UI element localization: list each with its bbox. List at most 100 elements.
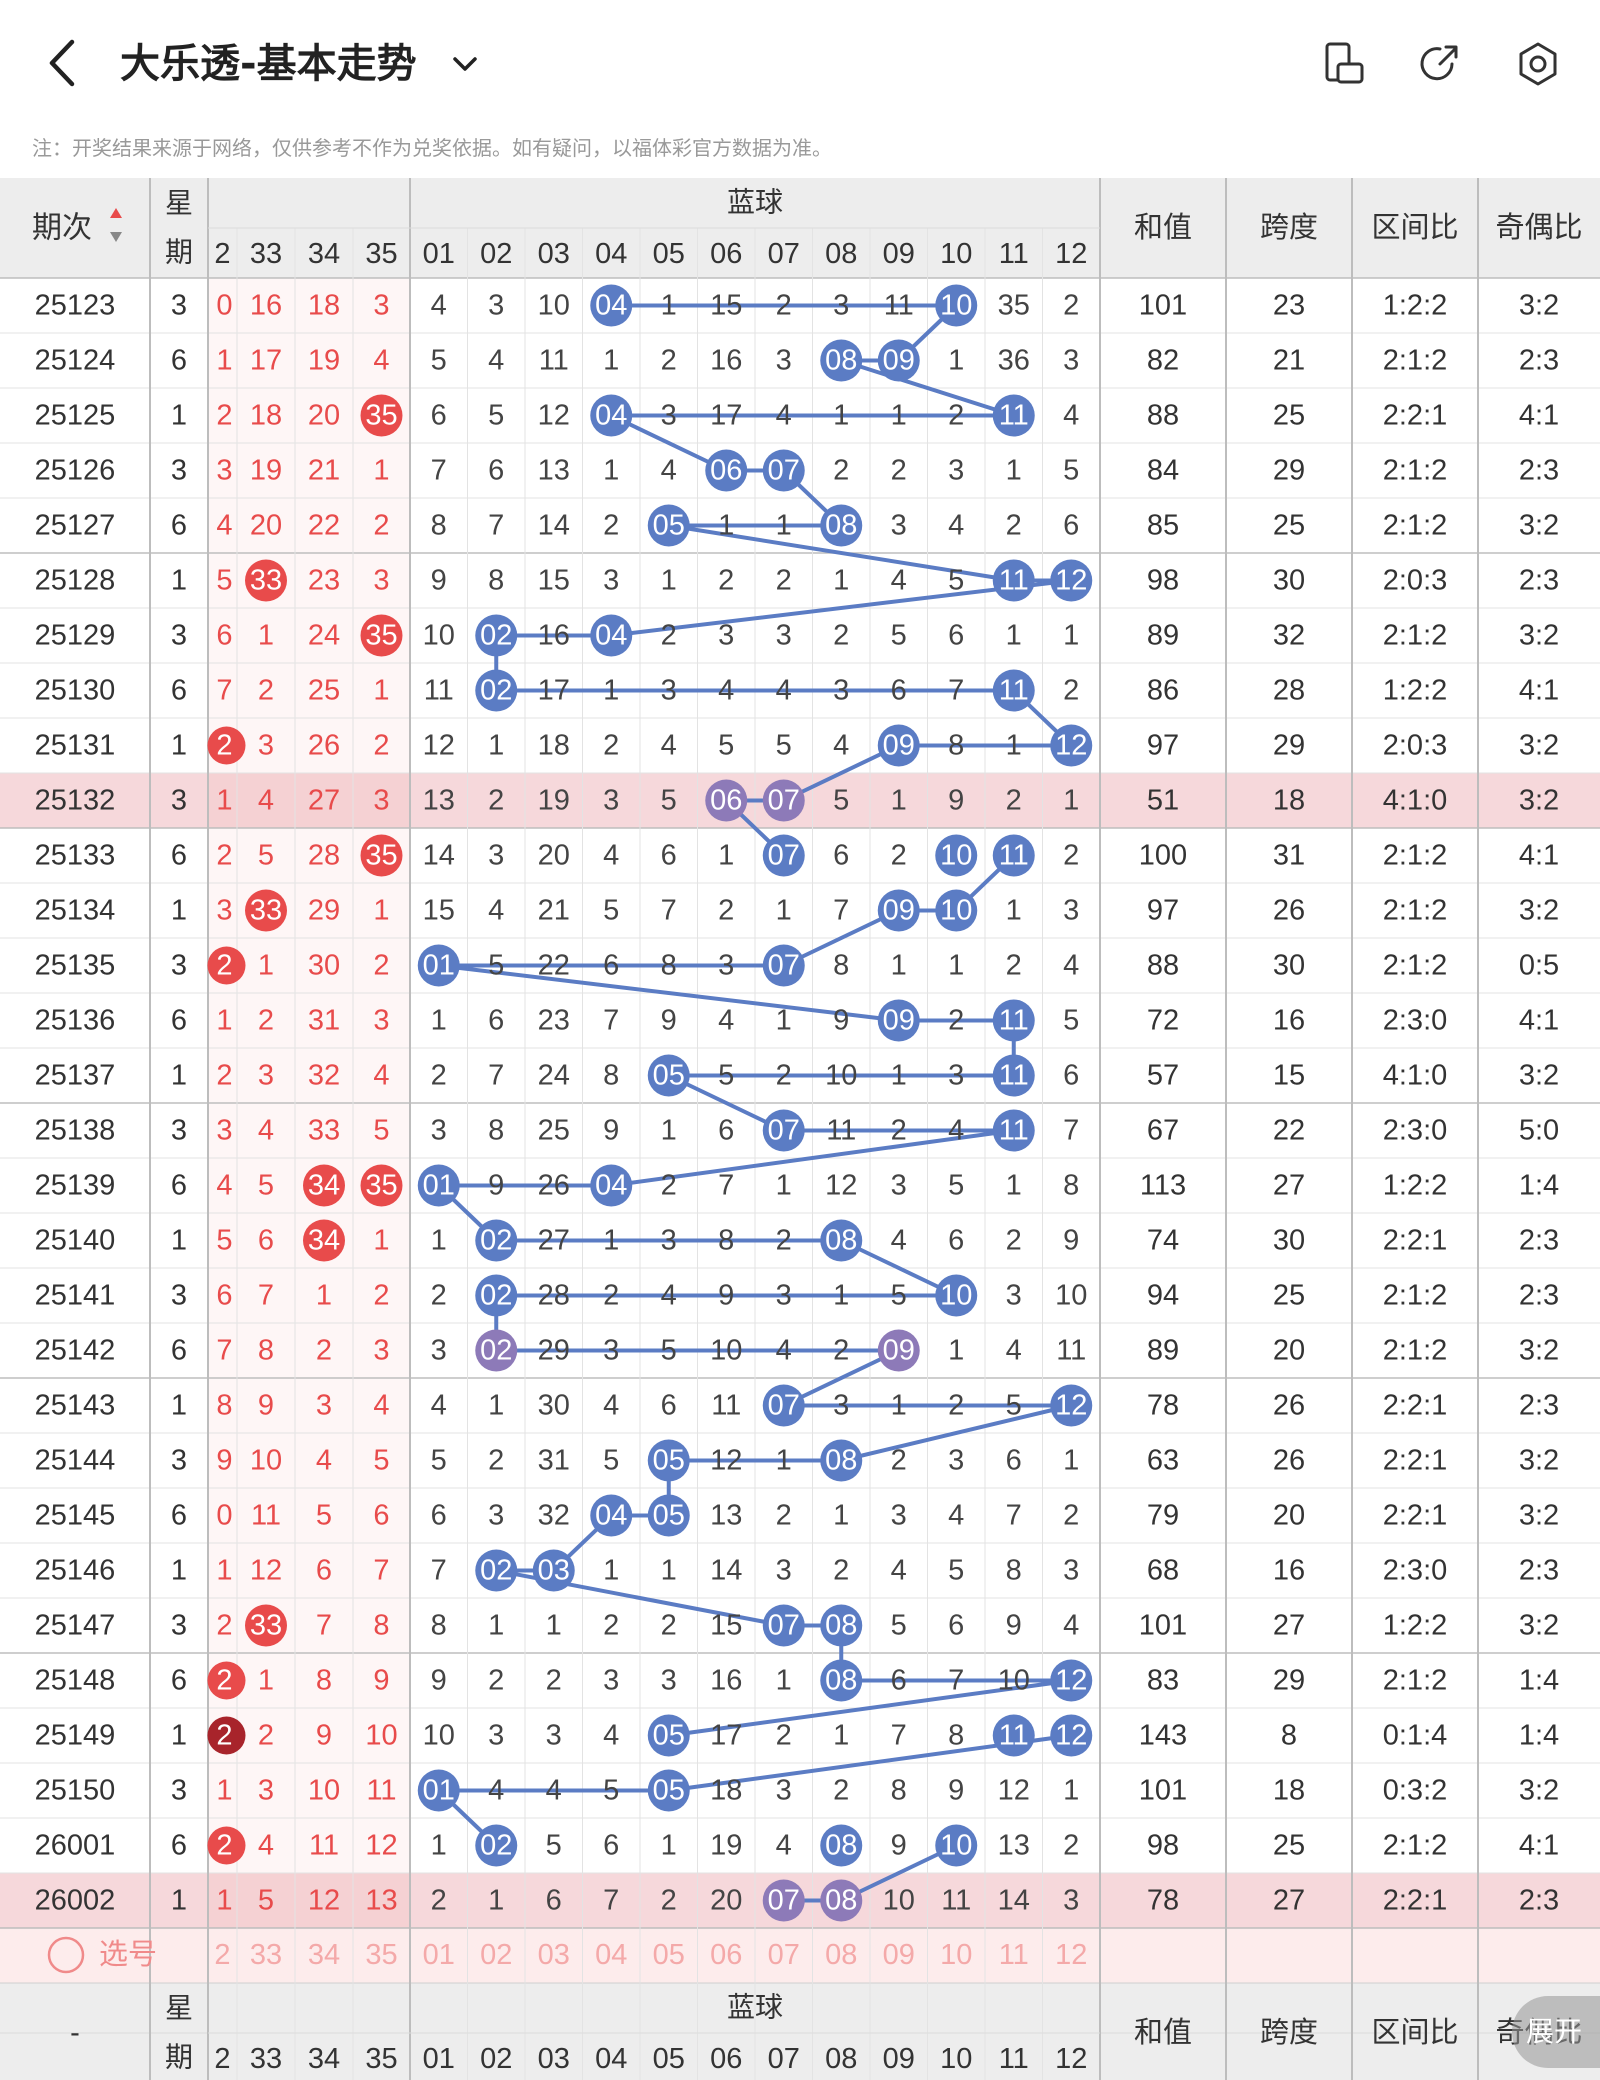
sum-cell: 86 [1147, 675, 1179, 707]
table-row: 25139 6 [35, 1170, 187, 1202]
blue-miss-cell: 1 [661, 1555, 677, 1587]
blue-miss-cell: 9 [661, 1005, 677, 1037]
sum-cell: 85 [1147, 510, 1179, 542]
zone-ratio-cell: 2:2:1 [1383, 1500, 1448, 1532]
select-blue-number[interactable]: 06 [710, 1939, 742, 1971]
chevron-down-icon[interactable] [448, 42, 482, 86]
select-blue-number[interactable]: 01 [423, 1939, 455, 1971]
blue-miss-cell: 5 [718, 1060, 734, 1092]
front-miss-cell: 9 [373, 1665, 389, 1697]
select-blue-number[interactable]: 02 [480, 1939, 512, 1971]
front-col-header: 34 [308, 238, 340, 270]
table-row: 25148 6 [35, 1665, 187, 1697]
front-ball [207, 1716, 246, 1755]
blue-col-header: 04 [595, 238, 627, 270]
blue-miss-cell: 9 [833, 1005, 849, 1037]
span-cell: 8 [1281, 1720, 1297, 1752]
front-miss-cell: 7 [216, 675, 232, 707]
select-number-row[interactable]: 选号 2 33 34 35 01 02 03 04 05 06 07 08 09 10 11 12 [47, 1936, 1087, 1974]
zone-ratio-cell: 2:0:3 [1383, 565, 1448, 597]
weekday-cell: 3 [171, 785, 187, 817]
span-cell: 18 [1273, 785, 1305, 817]
blue-miss-cell: 36 [998, 345, 1030, 377]
front-ball-number: 33 [250, 895, 282, 927]
sum-cell: 79 [1147, 1500, 1179, 1532]
share-icon[interactable] [1414, 38, 1466, 90]
select-front-number[interactable]: 33 [250, 1939, 282, 1971]
weekday-cell: 1 [171, 400, 187, 432]
select-front-number[interactable]: 2 [214, 1939, 230, 1971]
blue-miss-cell: 3 [948, 1445, 964, 1477]
blue-miss-cell: 4 [661, 730, 677, 762]
period-cell: 25124 [35, 345, 116, 377]
select-blue-number[interactable]: 05 [653, 1939, 685, 1971]
select-blue-number[interactable]: 11 [999, 1939, 1029, 1971]
blue-ball-number: 04 [595, 1500, 627, 1532]
blue-miss-cell: 5 [1063, 1005, 1079, 1037]
blue-miss-cell: 8 [1063, 1170, 1079, 1202]
odd-even-cell: 5:0 [1519, 1115, 1559, 1147]
front-ball-number: 34 [308, 1170, 340, 1202]
blue-col-header: 03 [538, 238, 570, 270]
blue-miss-cell: 4 [603, 840, 619, 872]
blue-ball [417, 1164, 460, 1207]
select-blue-number[interactable]: 09 [883, 1939, 915, 1971]
zone-ratio-cell: 2:1:2 [1383, 1830, 1448, 1862]
blue-ball [992, 1109, 1035, 1152]
weekday-cell: 3 [171, 950, 187, 982]
blue-miss-cell: 5 [1006, 1390, 1022, 1422]
blue-col-header: 07 [768, 2043, 800, 2075]
select-blue-number[interactable]: 12 [1055, 1939, 1087, 1971]
front-miss-cell: 3 [373, 1005, 389, 1037]
blue-miss-cell: 13 [710, 1500, 742, 1532]
phone-rotate-icon[interactable] [1318, 38, 1370, 90]
front-miss-cell: 24 [308, 620, 340, 652]
blue-miss-cell: 3 [891, 1170, 907, 1202]
blue-miss-cell: 3 [891, 510, 907, 542]
trend-segment [666, 1073, 786, 1133]
front-miss-cell: 2 [373, 1280, 389, 1312]
sum-cell: 78 [1147, 1390, 1179, 1422]
select-blue-number[interactable]: 08 [825, 1939, 857, 1971]
front-miss-cell: 25 [308, 675, 340, 707]
select-blue-number[interactable]: 10 [940, 1939, 972, 1971]
trend-segment [609, 413, 729, 473]
chevron-left-icon[interactable] [38, 34, 88, 92]
select-blue-number[interactable]: 07 [768, 1939, 800, 1971]
front-ball [207, 726, 246, 765]
table-row: 25130 6 [35, 675, 187, 707]
period-cell: 25146 [35, 1555, 116, 1587]
blue-ball [647, 1494, 690, 1537]
front-ball [360, 614, 403, 657]
blue-miss-cell: 4 [776, 1830, 792, 1862]
front-miss-cell: 7 [216, 1335, 232, 1367]
blue-ball [877, 1329, 920, 1372]
sum-cell: 89 [1147, 620, 1179, 652]
table-header: 期次 星期 2 33 34 35 蓝球 01 02 03 04 05 06 07 08 09 10 11 12 和值 跨… [32, 187, 1583, 271]
settings-icon[interactable] [1512, 38, 1564, 90]
sort-icon[interactable] [110, 208, 122, 242]
select-blue-number[interactable]: 04 [595, 1939, 627, 1971]
select-label[interactable]: 选号 [99, 1938, 157, 1971]
blue-miss-cell: 3 [431, 1115, 447, 1147]
blue-miss-cell: 12 [825, 1170, 857, 1202]
blue-ball-number: 11 [999, 840, 1029, 872]
front-miss-cell: 4 [373, 1060, 389, 1092]
blue-ball [647, 1439, 690, 1482]
blue-miss-cell: 19 [538, 785, 570, 817]
front-miss-cell: 7 [316, 1610, 332, 1642]
table-row: 25141 3 [35, 1280, 187, 1312]
expand-button[interactable]: 展开 [1512, 1996, 1600, 2068]
span-cell: 25 [1273, 1280, 1305, 1312]
select-radio[interactable] [47, 1936, 85, 1974]
front-ball-number: 2 [216, 730, 232, 762]
blue-miss-cell: 20 [538, 840, 570, 872]
blue-miss-cell: 7 [833, 895, 849, 927]
sum-cell: 63 [1147, 1445, 1179, 1477]
select-blue-number[interactable]: 03 [538, 1939, 570, 1971]
select-front-number[interactable]: 34 [308, 1939, 340, 1971]
front-ball-number: 35 [365, 620, 397, 652]
select-front-number[interactable]: 35 [365, 1939, 397, 1971]
blue-miss-cell: 9 [718, 1280, 734, 1312]
blue-miss-cell: 4 [948, 1115, 964, 1147]
